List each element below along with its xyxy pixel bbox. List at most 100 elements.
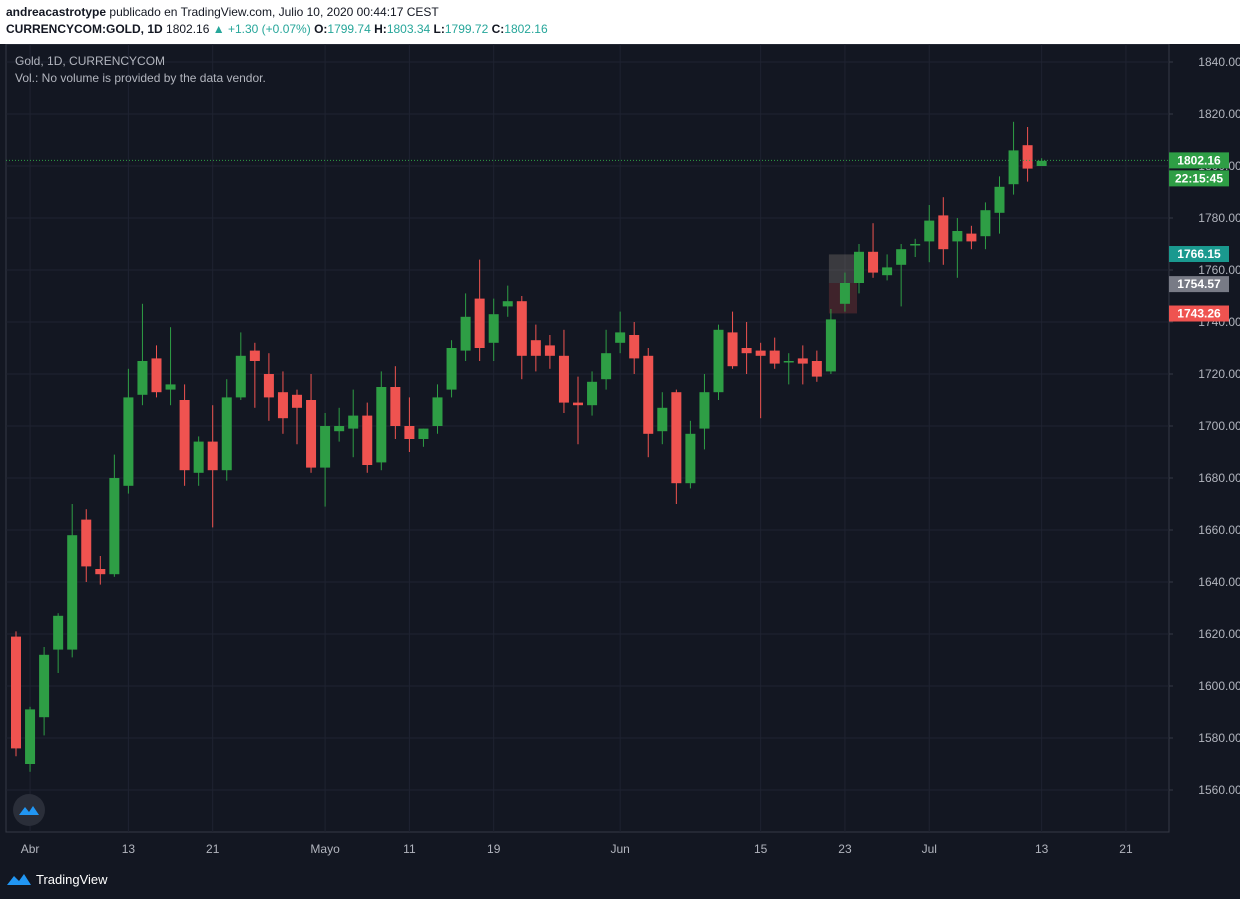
plot-border: [5, 44, 1170, 833]
candle-body[interactable]: [109, 478, 120, 575]
candle-body[interactable]: [839, 283, 850, 304]
candle-body[interactable]: [587, 381, 598, 406]
low-value: 1799.72: [444, 22, 489, 36]
candle-body[interactable]: [783, 361, 794, 363]
price-axis-label-bg: [1169, 276, 1229, 293]
candle-body[interactable]: [910, 244, 921, 246]
candle-body[interactable]: [179, 400, 190, 471]
candle-body[interactable]: [573, 402, 583, 406]
tradingview-logo-icon: [7, 874, 31, 885]
candle-body[interactable]: [966, 233, 977, 242]
x-axis-tick-label: 15: [754, 842, 768, 856]
candle-body[interactable]: [938, 215, 949, 250]
candle-body[interactable]: [1022, 145, 1033, 169]
candle-body[interactable]: [980, 210, 991, 237]
candle-body[interactable]: [11, 636, 21, 749]
candle-body[interactable]: [811, 361, 822, 377]
candle-body[interactable]: [123, 397, 134, 486]
candle-body[interactable]: [292, 394, 302, 408]
candle-body[interactable]: [390, 387, 401, 426]
countdown-label: 22:15:45: [1175, 171, 1223, 185]
candle-body[interactable]: [769, 350, 780, 364]
candle-body[interactable]: [418, 428, 429, 439]
candle-body[interactable]: [151, 358, 162, 393]
candle-body[interactable]: [95, 569, 106, 575]
candle-body[interactable]: [502, 301, 513, 307]
price-axis-label: 1766.15: [1177, 247, 1221, 261]
candle-body[interactable]: [67, 535, 78, 650]
candle-body[interactable]: [685, 433, 696, 484]
candle-body[interactable]: [657, 407, 668, 432]
candle-body[interactable]: [488, 314, 499, 343]
tradingview-circle-logo[interactable]: [13, 794, 45, 826]
candle-body[interactable]: [306, 400, 317, 468]
candle-body[interactable]: [896, 249, 907, 265]
candle-body[interactable]: [825, 319, 836, 372]
candle-body[interactable]: [671, 392, 682, 484]
candle-body[interactable]: [235, 355, 246, 398]
candle-body[interactable]: [348, 415, 359, 429]
candle-body[interactable]: [25, 709, 36, 764]
candle-body[interactable]: [263, 374, 274, 398]
candle-body[interactable]: [249, 350, 260, 361]
close-value: 1802.16: [504, 22, 548, 36]
y-axis-tick-label: 1640.00: [1198, 575, 1240, 589]
legend-title[interactable]: Gold, 1D, CURRENCYCOM: [15, 54, 166, 68]
x-axis-tick-label: Abr: [21, 842, 40, 856]
candle-body[interactable]: [797, 358, 808, 364]
change-value: +1.30 (+0.07%): [227, 22, 311, 36]
x-axis-tick-label: 11: [403, 842, 416, 856]
candle-body[interactable]: [615, 332, 626, 343]
candle-body[interactable]: [221, 397, 232, 471]
open-label: O:: [314, 22, 328, 36]
candle-body[interactable]: [376, 387, 387, 463]
candle-body[interactable]: [882, 267, 893, 276]
candle-body[interactable]: [53, 615, 64, 650]
y-axis-tick-label: 1840.00: [1198, 55, 1240, 69]
candle-body[interactable]: [165, 384, 176, 390]
candle-body[interactable]: [629, 335, 640, 359]
candle-body[interactable]: [1036, 160, 1047, 166]
published-text: publicado en TradingView.com, Julio 10, …: [109, 5, 439, 19]
candle-body[interactable]: [854, 251, 864, 283]
candle-body[interactable]: [446, 348, 457, 390]
candle-body[interactable]: [544, 345, 555, 356]
candle-body[interactable]: [277, 392, 288, 419]
candle-body[interactable]: [952, 231, 963, 242]
candle-body[interactable]: [460, 316, 471, 351]
candle-body[interactable]: [868, 251, 879, 273]
candlestick-chart[interactable]: 1560.00 1580.00 1600.00 1620.00 1640.00 1660.…: [0, 44, 1240, 862]
candle-body[interactable]: [137, 361, 148, 395]
candle-body[interactable]: [362, 415, 373, 465]
x-axis-tick-label: Mayo: [310, 842, 340, 856]
price-axis-label: 1754.57: [1177, 277, 1221, 291]
tradingview-brand[interactable]: TradingView: [6, 871, 108, 887]
candle-body[interactable]: [207, 441, 218, 471]
candle-body[interactable]: [558, 355, 569, 403]
candle-body[interactable]: [727, 332, 738, 367]
y-axis-tick-label: 1620.00: [1198, 627, 1240, 641]
candle-body[interactable]: [404, 426, 415, 439]
candle-body[interactable]: [81, 519, 92, 567]
candle-body[interactable]: [474, 298, 485, 348]
candle-body[interactable]: [713, 329, 724, 393]
candle-body[interactable]: [39, 654, 50, 718]
candle-body[interactable]: [924, 220, 935, 242]
brand-label: TradingView: [36, 871, 108, 887]
candle-body[interactable]: [1008, 150, 1019, 185]
candle-body[interactable]: [530, 340, 541, 356]
cloud-logo-icon: [19, 806, 39, 815]
candle-body[interactable]: [601, 353, 612, 380]
candle-body[interactable]: [432, 397, 443, 426]
candle-body[interactable]: [741, 348, 752, 354]
y-axis-tick-label: 1720.00: [1198, 367, 1240, 381]
candle-body[interactable]: [193, 441, 204, 473]
candle-body[interactable]: [643, 355, 654, 434]
candle-body[interactable]: [334, 426, 345, 432]
candle-body[interactable]: [755, 350, 766, 356]
candle-body[interactable]: [699, 392, 710, 429]
publisher-name[interactable]: andreacastrotype: [6, 5, 107, 19]
candle-body[interactable]: [320, 426, 331, 468]
candle-body[interactable]: [516, 301, 527, 356]
candle-body[interactable]: [994, 186, 1005, 213]
